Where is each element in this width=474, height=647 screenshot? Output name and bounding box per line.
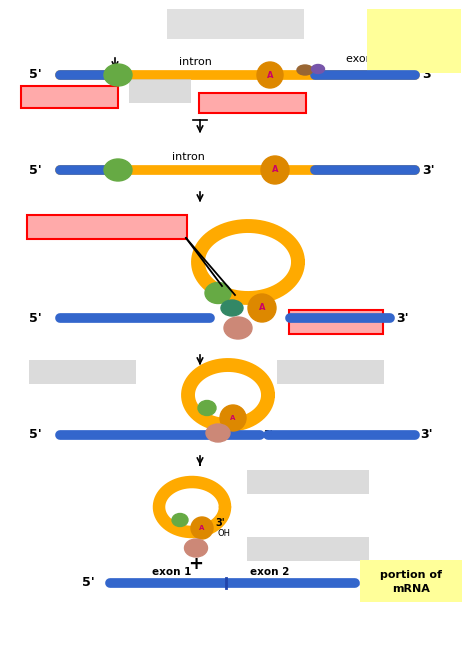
FancyBboxPatch shape (247, 470, 369, 494)
Circle shape (220, 405, 246, 431)
Circle shape (257, 62, 283, 88)
Text: OH: OH (218, 529, 231, 538)
Text: A: A (199, 525, 205, 531)
Ellipse shape (311, 65, 325, 74)
Text: 5': 5' (29, 311, 42, 325)
Circle shape (248, 294, 276, 322)
Text: 5': 5' (29, 69, 42, 82)
FancyBboxPatch shape (247, 537, 369, 561)
Text: 3': 3' (396, 311, 409, 325)
Circle shape (191, 517, 213, 539)
Ellipse shape (206, 424, 230, 442)
Text: intron: intron (179, 57, 211, 67)
Ellipse shape (198, 400, 216, 415)
FancyBboxPatch shape (277, 360, 384, 384)
Ellipse shape (224, 317, 252, 339)
Text: exon 2: exon 2 (250, 567, 290, 577)
Text: A: A (272, 166, 278, 175)
Text: exon 2: exon 2 (346, 54, 383, 64)
Text: 3': 3' (358, 576, 371, 589)
Text: 5': 5' (29, 428, 42, 441)
Ellipse shape (184, 539, 208, 557)
Text: 3': 3' (263, 430, 273, 440)
Text: portion of
mRNA: portion of mRNA (380, 570, 442, 594)
FancyBboxPatch shape (167, 9, 304, 39)
Ellipse shape (104, 64, 132, 86)
Ellipse shape (104, 159, 132, 181)
FancyBboxPatch shape (27, 215, 187, 239)
Text: 5': 5' (29, 164, 42, 177)
Ellipse shape (172, 514, 188, 527)
Text: intron: intron (172, 152, 204, 162)
FancyBboxPatch shape (129, 79, 191, 103)
Ellipse shape (221, 300, 243, 316)
Text: 3': 3' (422, 164, 435, 177)
FancyBboxPatch shape (21, 86, 118, 108)
FancyBboxPatch shape (289, 310, 383, 334)
Text: 3': 3' (422, 69, 435, 82)
FancyBboxPatch shape (367, 9, 461, 73)
Text: A: A (230, 415, 236, 421)
Text: 3': 3' (420, 428, 433, 441)
Text: A: A (267, 71, 273, 80)
Text: A: A (259, 303, 265, 313)
Text: +: + (189, 555, 203, 573)
FancyBboxPatch shape (29, 360, 136, 384)
FancyBboxPatch shape (360, 560, 462, 602)
FancyBboxPatch shape (199, 93, 306, 113)
Text: 5': 5' (82, 576, 95, 589)
Text: 3': 3' (215, 518, 225, 528)
Text: exon 1: exon 1 (152, 567, 191, 577)
Ellipse shape (297, 65, 313, 75)
Circle shape (261, 156, 289, 184)
Ellipse shape (205, 283, 231, 303)
